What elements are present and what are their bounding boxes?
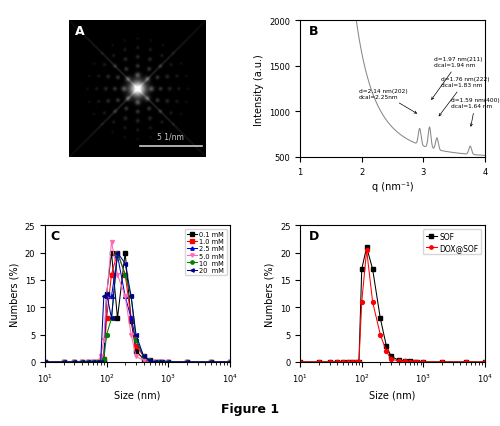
0.1 mM (104, 291, 110, 296)
SOF (384, 343, 390, 348)
DOX@SOF (353, 360, 359, 365)
20  mM (184, 360, 190, 365)
2.5 mM (152, 360, 158, 365)
2.5 mM (128, 316, 134, 321)
1.0 mM (114, 250, 120, 256)
0.1 mM (98, 360, 103, 365)
Text: d=2.14 nm(202)
dcal=2.25nm: d=2.14 nm(202) dcal=2.25nm (358, 89, 416, 114)
DOX@SOF (316, 360, 322, 365)
0.1 mM (122, 250, 128, 256)
2.5 mM (72, 360, 78, 365)
0.1 mM (156, 360, 162, 365)
1.0 mM (184, 360, 190, 365)
Line: 0.1 mM: 0.1 mM (43, 251, 232, 364)
10  mM (98, 360, 103, 365)
DOX@SOF (340, 360, 346, 365)
Text: C: C (50, 230, 59, 243)
10  mM (165, 360, 171, 365)
20  mM (165, 360, 171, 365)
1.0 mM (208, 360, 214, 365)
2.5 mM (146, 358, 152, 363)
Line: SOF: SOF (298, 246, 487, 364)
5.0 mM (122, 294, 128, 299)
DOX@SOF (297, 360, 303, 365)
5.0 mM (146, 360, 152, 365)
20  mM (208, 360, 214, 365)
SOF (359, 267, 365, 272)
2.5 mM (227, 360, 233, 365)
10  mM (42, 360, 48, 365)
10  mM (79, 360, 85, 365)
10  mM (140, 354, 146, 359)
SOF (326, 360, 332, 365)
SOF (396, 358, 402, 363)
0.1 mM (146, 360, 152, 365)
2.5 mM (165, 360, 171, 365)
SOF (316, 360, 322, 365)
20  mM (79, 360, 85, 365)
10  mM (90, 360, 96, 365)
2.5 mM (85, 360, 91, 365)
DOX@SOF (388, 357, 394, 362)
5.0 mM (79, 360, 85, 365)
SOF (297, 360, 303, 365)
2.5 mM (60, 360, 66, 365)
5.0 mM (72, 360, 78, 365)
5.0 mM (60, 360, 66, 365)
Text: A: A (74, 26, 84, 38)
5.0 mM (128, 332, 134, 337)
5.0 mM (227, 360, 233, 365)
0.1 mM (152, 360, 158, 365)
10  mM (133, 338, 139, 343)
10  mM (72, 360, 78, 365)
SOF (439, 360, 445, 365)
1.0 mM (60, 360, 66, 365)
0.1 mM (79, 360, 85, 365)
5.0 mM (140, 358, 146, 363)
20  mM (90, 360, 96, 365)
DOX@SOF (439, 360, 445, 365)
0.1 mM (72, 360, 78, 365)
5.0 mM (133, 354, 139, 359)
1.0 mM (128, 316, 134, 321)
DOX@SOF (345, 360, 351, 365)
2.5 mM (122, 294, 128, 299)
DOX@SOF (364, 248, 370, 253)
20  mM (108, 316, 114, 321)
20  mM (72, 360, 78, 365)
20  mM (101, 294, 107, 299)
0.1 mM (42, 360, 48, 365)
1.0 mM (101, 357, 107, 362)
Text: 5 1/nm: 5 1/nm (158, 132, 184, 141)
2.5 mM (104, 294, 110, 299)
10  mM (60, 360, 66, 365)
Line: 5.0 mM: 5.0 mM (43, 240, 232, 364)
DOX@SOF (349, 360, 355, 365)
20  mM (160, 360, 166, 365)
20  mM (146, 358, 152, 363)
20  mM (85, 360, 91, 365)
2.5 mM (79, 360, 85, 365)
2.5 mM (94, 360, 100, 365)
10  mM (227, 360, 233, 365)
DOX@SOF (411, 360, 417, 365)
0.1 mM (133, 348, 139, 354)
2.5 mM (114, 253, 120, 258)
0.1 mM (101, 360, 107, 365)
10  mM (184, 360, 190, 365)
DOX@SOF (356, 360, 362, 365)
0.1 mM (60, 360, 66, 365)
SOF (345, 360, 351, 365)
5.0 mM (42, 360, 48, 365)
1.0 mM (42, 360, 48, 365)
1.0 mM (94, 360, 100, 365)
1.0 mM (140, 354, 146, 359)
SOF (420, 360, 426, 365)
Text: d=1.97 nm(211)
dcal=1.94 nm: d=1.97 nm(211) dcal=1.94 nm (432, 57, 483, 100)
1.0 mM (79, 360, 85, 365)
20  mM (94, 360, 100, 365)
X-axis label: Size (nm): Size (nm) (370, 390, 416, 400)
DOX@SOF (378, 332, 384, 337)
20  mM (60, 360, 66, 365)
SOF (340, 360, 346, 365)
